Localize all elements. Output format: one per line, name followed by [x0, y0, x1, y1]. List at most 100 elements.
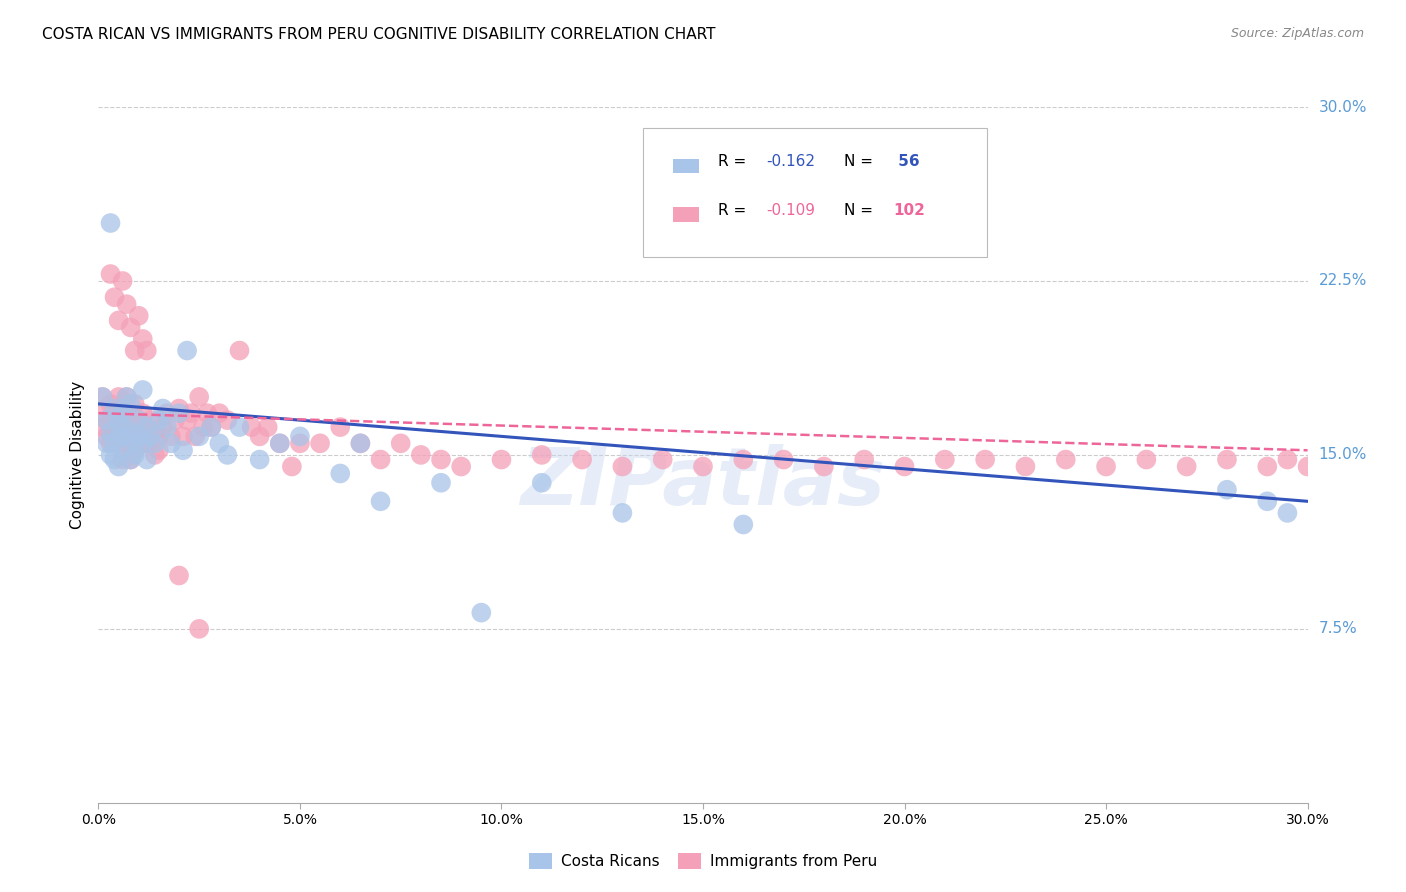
- Point: [124, 443, 146, 458]
- Point: [100, 267, 122, 281]
- Point: [167, 406, 190, 420]
- Point: [103, 436, 125, 450]
- Point: [143, 436, 166, 450]
- Point: [124, 397, 146, 411]
- Point: [120, 425, 142, 439]
- Point: [1175, 459, 1198, 474]
- Point: [612, 459, 634, 474]
- Point: [733, 452, 755, 467]
- Point: [111, 274, 134, 288]
- Point: [249, 452, 271, 467]
- Point: [1054, 452, 1077, 467]
- Text: 15.0%: 15.0%: [1319, 448, 1367, 462]
- Point: [135, 436, 157, 450]
- Text: 22.5%: 22.5%: [1319, 274, 1367, 288]
- Point: [370, 452, 392, 467]
- FancyBboxPatch shape: [643, 128, 987, 257]
- Point: [208, 406, 231, 420]
- Point: [193, 420, 215, 434]
- Point: [1095, 459, 1118, 474]
- Point: [1277, 506, 1299, 520]
- Point: [132, 406, 155, 420]
- Text: COSTA RICAN VS IMMIGRANTS FROM PERU COGNITIVE DISABILITY CORRELATION CHART: COSTA RICAN VS IMMIGRANTS FROM PERU COGN…: [42, 27, 716, 42]
- Point: [571, 452, 593, 467]
- Y-axis label: Cognitive Disability: Cognitive Disability: [69, 381, 84, 529]
- Point: [135, 420, 157, 434]
- Point: [180, 406, 202, 420]
- Point: [103, 401, 125, 416]
- Point: [409, 448, 432, 462]
- Point: [1014, 459, 1036, 474]
- Point: [288, 436, 311, 450]
- Point: [124, 448, 146, 462]
- Point: [491, 452, 513, 467]
- Text: N =: N =: [845, 202, 879, 218]
- Point: [128, 429, 150, 443]
- Point: [530, 475, 553, 490]
- Point: [124, 436, 146, 450]
- Point: [288, 429, 311, 443]
- Point: [893, 459, 915, 474]
- Point: [974, 452, 997, 467]
- Point: [128, 309, 150, 323]
- Point: [132, 383, 155, 397]
- Point: [1216, 452, 1239, 467]
- Point: [115, 420, 138, 434]
- Text: -0.162: -0.162: [766, 153, 815, 169]
- Point: [120, 429, 142, 443]
- Point: [143, 448, 166, 462]
- Point: [111, 452, 134, 467]
- Point: [1135, 452, 1157, 467]
- Point: [1277, 452, 1299, 467]
- Point: [1256, 459, 1278, 474]
- Point: [103, 406, 125, 420]
- Point: [111, 443, 134, 458]
- Point: [450, 459, 472, 474]
- Text: 56: 56: [893, 153, 920, 169]
- Point: [120, 452, 142, 467]
- Point: [772, 452, 794, 467]
- Point: [1216, 483, 1239, 497]
- Point: [612, 506, 634, 520]
- Point: [281, 459, 304, 474]
- Point: [139, 436, 162, 450]
- Point: [96, 413, 118, 427]
- Point: [120, 452, 142, 467]
- Point: [111, 406, 134, 420]
- Legend: Costa Ricans, Immigrants from Peru: Costa Ricans, Immigrants from Peru: [523, 847, 883, 875]
- Point: [128, 436, 150, 450]
- Point: [91, 390, 114, 404]
- Point: [128, 413, 150, 427]
- FancyBboxPatch shape: [672, 159, 699, 173]
- Point: [107, 459, 129, 474]
- Point: [167, 401, 190, 416]
- Point: [172, 443, 194, 458]
- Point: [139, 413, 162, 427]
- Point: [107, 313, 129, 327]
- Point: [111, 429, 134, 443]
- Point: [651, 452, 673, 467]
- Point: [934, 452, 956, 467]
- Point: [256, 420, 278, 434]
- Point: [100, 436, 122, 450]
- Point: [100, 448, 122, 462]
- Point: [329, 420, 352, 434]
- Text: Source: ZipAtlas.com: Source: ZipAtlas.com: [1230, 27, 1364, 40]
- Point: [249, 429, 271, 443]
- Point: [148, 429, 170, 443]
- Point: [124, 343, 146, 358]
- Point: [188, 429, 211, 443]
- Point: [100, 216, 122, 230]
- Point: [111, 420, 134, 434]
- Text: 102: 102: [893, 202, 925, 218]
- Point: [96, 436, 118, 450]
- Point: [853, 452, 876, 467]
- Point: [172, 429, 194, 443]
- Point: [120, 406, 142, 420]
- Point: [200, 420, 222, 434]
- Point: [430, 475, 453, 490]
- Point: [152, 401, 174, 416]
- Point: [349, 436, 371, 450]
- Text: R =: R =: [717, 202, 751, 218]
- Point: [115, 436, 138, 450]
